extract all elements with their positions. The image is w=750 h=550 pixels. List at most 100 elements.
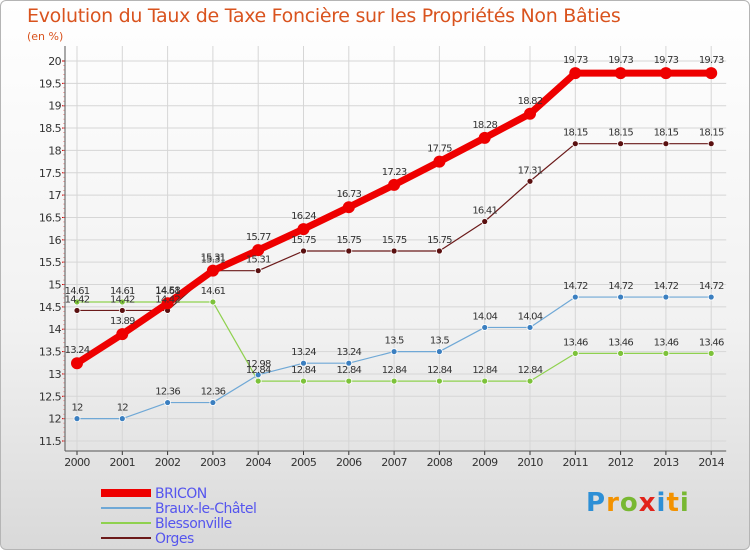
point-blessonville [571, 349, 579, 357]
grid [65, 46, 727, 451]
y-tick-label: 17 [48, 189, 61, 202]
data-label-bricon: 17.23 [382, 167, 407, 178]
data-label-orges: 18.15 [654, 128, 679, 139]
y-tick-label: 13 [48, 368, 61, 381]
point-braux-le-ch-tel [662, 293, 670, 301]
logo-letter: r [606, 488, 620, 518]
data-label-blessonville: 12.84 [246, 365, 271, 376]
point-braux-le-ch-tel [164, 399, 172, 406]
point-braux-le-ch-tel [481, 324, 489, 331]
point-blessonville [526, 377, 534, 385]
point-bricon [297, 223, 310, 236]
point-orges [390, 247, 398, 255]
point-blessonville [390, 377, 398, 385]
data-label-orges: 14.42 [65, 294, 90, 305]
legend-label-blessonville: Blessonville [155, 516, 232, 532]
data-label-bricon: 13.89 [110, 316, 135, 327]
point-orges [617, 140, 624, 148]
data-label-orges: 15.75 [291, 235, 316, 246]
point-orges [118, 307, 126, 314]
data-label-braux-le-ch-tel: 12.36 [155, 387, 180, 398]
data-label-blessonville: 13.46 [699, 337, 724, 348]
data-label-orges: 18.15 [608, 128, 633, 139]
point-braux-le-ch-tel [73, 415, 81, 423]
data-label-blessonville: 12.84 [382, 365, 407, 376]
y-tick-label: 11.5 [39, 435, 62, 448]
point-bricon [478, 131, 491, 144]
y-tick-label: 17.5 [39, 167, 62, 180]
point-bricon [252, 244, 265, 257]
y-tick-label: 12.5 [39, 390, 62, 403]
axes: 11.5 12 12.5 13 13.5 14 14.5 15 15.5 16 16.5 17 17.5… [39, 46, 727, 469]
point-braux-le-ch-tel [345, 359, 353, 367]
point-blessonville [254, 377, 262, 385]
x-tick-label: 2006 [336, 456, 362, 469]
data-label-blessonville: 13.46 [654, 337, 679, 348]
point-braux-le-ch-tel [118, 415, 126, 423]
logo-letter: t [666, 488, 680, 518]
data-label-braux-le-ch-tel: 14.72 [699, 281, 724, 292]
point-braux-le-ch-tel [617, 293, 624, 301]
data-label-blessonville: 12.84 [427, 365, 452, 376]
logo-letter: i [679, 488, 690, 518]
point-orges [481, 218, 489, 225]
logo-letter: x [638, 488, 657, 518]
legend-label-orges: Orges [155, 531, 194, 547]
chart-title: Evolution du Taux de Taxe Foncière sur l… [27, 5, 621, 27]
point-orges [345, 247, 353, 255]
point-braux-le-ch-tel [254, 371, 262, 379]
point-bricon [342, 201, 355, 214]
data-label-braux-le-ch-tel: 13.24 [336, 347, 361, 358]
point-bricon [206, 264, 219, 277]
data-label-braux-le-ch-tel: 13.5 [430, 336, 450, 347]
data-label-braux-le-ch-tel: 12 [117, 403, 129, 414]
legend-label-braux-le-ch-tel: Braux-le-Châtel [155, 501, 256, 517]
point-braux-le-ch-tel [209, 399, 217, 406]
data-label-braux-le-ch-tel: 13.24 [291, 347, 316, 358]
point-orges [526, 177, 534, 185]
data-labels: 14.42 14.42 14.42 15.31 15.31 15.75 15.75 15.75… [65, 55, 725, 414]
data-label-blessonville: 13.46 [563, 337, 588, 348]
point-blessonville [617, 349, 624, 357]
data-label-orges: 14.42 [110, 294, 135, 305]
point-blessonville [435, 377, 443, 385]
data-label-braux-le-ch-tel: 14.04 [518, 311, 543, 322]
data-label-orges: 18.15 [563, 128, 588, 139]
point-blessonville [481, 377, 489, 385]
point-bricon [659, 67, 672, 80]
legend-label-bricon: BRICON [155, 486, 207, 502]
y-tick-label: 13.5 [39, 346, 62, 359]
point-blessonville [345, 377, 353, 385]
logo-letter: o [619, 488, 639, 518]
point-bricon [161, 297, 174, 310]
data-label-braux-le-ch-tel: 14.72 [654, 281, 679, 292]
data-label-orges: 15.75 [382, 235, 407, 246]
data-label-orges: 15.75 [336, 235, 361, 246]
point-bricon [433, 155, 446, 168]
data-label-orges: 18.15 [699, 128, 724, 139]
data-label-blessonville: 12.84 [472, 365, 497, 376]
point-braux-le-ch-tel [707, 293, 715, 301]
data-label-blessonville: 12.84 [291, 365, 316, 376]
data-label-bricon: 15.77 [246, 232, 271, 243]
data-label-bricon: 19.73 [654, 55, 679, 66]
data-label-blessonville: 12.84 [518, 365, 543, 376]
point-blessonville [707, 349, 715, 357]
point-braux-le-ch-tel [526, 324, 534, 331]
point-blessonville [662, 349, 670, 357]
x-tick-label: 2007 [381, 456, 407, 469]
data-label-bricon: 19.73 [608, 55, 633, 66]
y-tick-label: 20 [48, 55, 61, 68]
point-blessonville [300, 377, 307, 385]
x-tick-label: 2012 [608, 456, 634, 469]
data-label-bricon: 19.73 [699, 55, 724, 66]
point-braux-le-ch-tel [571, 293, 579, 301]
y-tick-label: 15 [48, 279, 61, 292]
data-label-orges: 15.31 [246, 255, 271, 266]
point-orges [73, 307, 81, 314]
point-blessonville [209, 298, 217, 306]
y-tick-label: 16 [48, 234, 61, 247]
data-label-orges: 17.31 [518, 165, 543, 176]
